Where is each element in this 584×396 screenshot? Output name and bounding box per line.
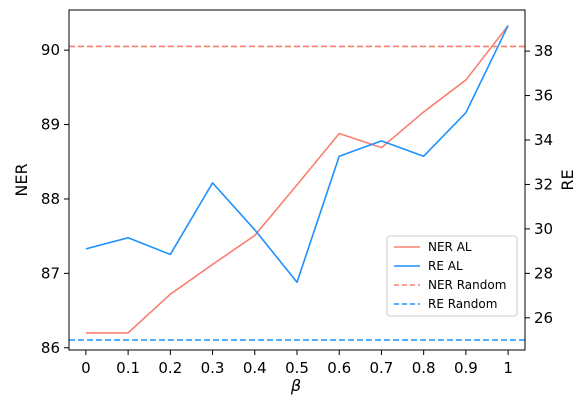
x-tick-label: 0.4 xyxy=(243,359,267,377)
x-tick-label: 0.8 xyxy=(412,359,436,377)
x-tick-label: 0 xyxy=(81,359,91,377)
y-axis-left: 86 87 88 89 90 xyxy=(41,41,69,357)
y-left-tick-label: 87 xyxy=(41,264,60,282)
legend-label-ner-random: NER Random xyxy=(428,278,506,292)
x-tick-label: 0.3 xyxy=(201,359,225,377)
y-right-tick-label: 36 xyxy=(534,87,553,105)
y-right-tick-label: 26 xyxy=(534,309,553,327)
y-right-tick-label: 34 xyxy=(534,131,553,149)
x-tick-label: 0.9 xyxy=(454,359,478,377)
x-axis-title: β xyxy=(290,376,301,395)
y-left-tick-label: 88 xyxy=(41,190,60,208)
legend-label-ner-al: NER AL xyxy=(428,240,472,254)
y-right-tick-label: 32 xyxy=(534,175,553,193)
y-right-tick-label: 38 xyxy=(534,42,553,60)
legend-box xyxy=(386,235,518,317)
x-axis: 0 0.1 0.2 0.3 0.4 0.5 0.6 0.7 0.8 0.9 1 xyxy=(81,350,513,377)
y-axis-right-title: RE xyxy=(558,169,577,190)
x-tick-label: 0.1 xyxy=(116,359,140,377)
series-line-ner-al xyxy=(85,25,509,334)
x-tick-label: 1 xyxy=(503,359,513,377)
x-tick-label: 0.5 xyxy=(285,359,309,377)
series-line-re-al xyxy=(85,25,509,284)
series-layer xyxy=(69,25,525,341)
legend-label-re-al: RE AL xyxy=(428,259,463,273)
legend-label-re-random: RE Random xyxy=(428,297,497,311)
y-axis-right: 26 28 30 32 34 36 38 xyxy=(525,42,553,327)
legend: NER AL RE AL NER Random RE Random xyxy=(386,235,518,317)
x-tick-label: 0.2 xyxy=(158,359,182,377)
y-axis-left-title: NER xyxy=(12,163,31,196)
x-tick-label: 0.6 xyxy=(327,359,351,377)
y-left-tick-label: 89 xyxy=(41,116,60,134)
y-left-tick-label: 90 xyxy=(41,41,60,59)
y-left-tick-label: 86 xyxy=(41,339,60,357)
y-right-tick-label: 30 xyxy=(534,220,553,238)
y-right-tick-label: 28 xyxy=(534,264,553,282)
x-tick-label: 0.7 xyxy=(370,359,394,377)
